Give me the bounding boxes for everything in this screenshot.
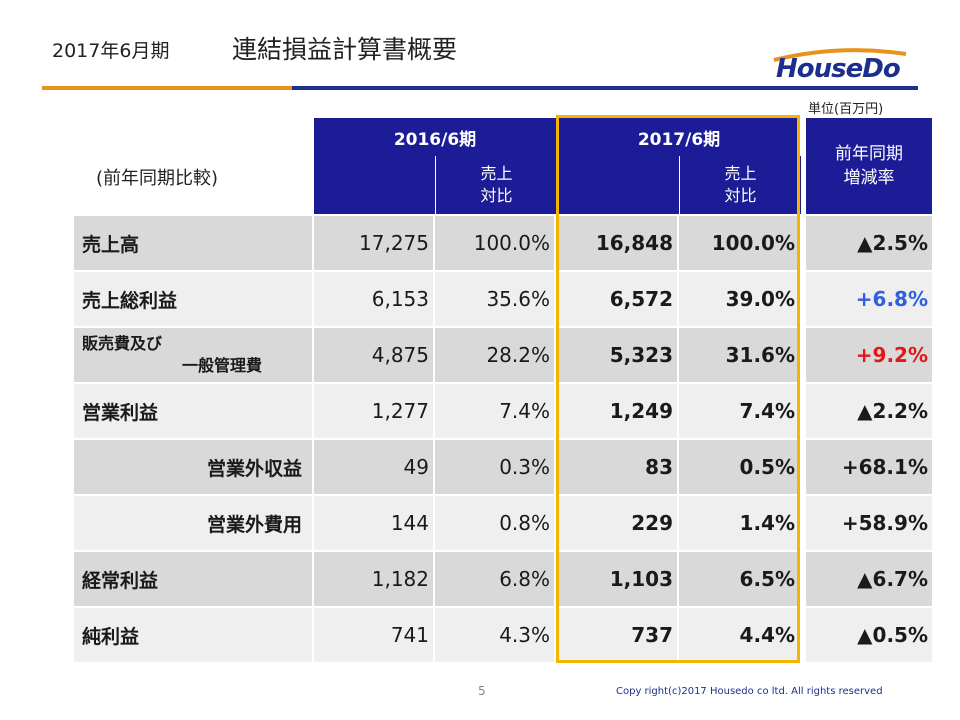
- row-label: 売上総利益: [74, 272, 312, 326]
- ratio-2016: 4.3%: [435, 608, 554, 662]
- ratio-2017: 6.5%: [679, 552, 799, 606]
- value-2016: 4,875: [314, 328, 433, 382]
- ratio-2017: 4.4%: [679, 608, 799, 662]
- row-label-line2: 一般管理費: [182, 356, 263, 375]
- ratio-2016: 35.6%: [435, 272, 554, 326]
- subheader-ratio-2016-line2: 対比: [480, 186, 513, 205]
- subheader-ratio-2017-line2: 対比: [724, 186, 757, 205]
- header-rule-blue: [292, 86, 918, 90]
- value-2016: 741: [314, 608, 433, 662]
- yoy-rate: +6.8%: [806, 272, 932, 326]
- ratio-2017: 7.4%: [679, 384, 799, 438]
- yoy-rate: ▲2.2%: [806, 384, 932, 438]
- ratio-2016: 6.8%: [435, 552, 554, 606]
- ratio-2016: 7.4%: [435, 384, 554, 438]
- ratio-2016: 0.8%: [435, 496, 554, 550]
- row-label: 売上高: [74, 216, 312, 270]
- col-header-fy2017: 2017/6期: [558, 118, 800, 156]
- subheader-ratio-2016-line1: 売上: [480, 164, 513, 183]
- value-2016: 144: [314, 496, 433, 550]
- logo-text: HouseDo: [776, 54, 901, 84]
- row-label: 純利益: [74, 608, 312, 662]
- row-label: 販売費及び 一般管理費: [74, 328, 312, 382]
- col-header-rate-line1: 前年同期: [835, 144, 903, 164]
- value-2016: 1,182: [314, 552, 433, 606]
- ratio-2017: 39.0%: [679, 272, 799, 326]
- col-header-rate-line2: 増減率: [843, 168, 895, 188]
- row-label: 営業外収益: [74, 440, 312, 494]
- value-2017: 16,848: [558, 216, 677, 270]
- ratio-2017: 31.6%: [679, 328, 799, 382]
- yoy-rate: ▲6.7%: [806, 552, 932, 606]
- col-header-fy2016: 2016/6期: [314, 118, 556, 156]
- table-row: 営業外費用 144 0.8% 229 1.4% +58.9%: [74, 496, 932, 552]
- value-2016: 6,153: [314, 272, 433, 326]
- subheader-ratio-2016: 売上 対比: [435, 156, 557, 214]
- yoy-rate: +68.1%: [806, 440, 932, 494]
- value-2017: 1,249: [558, 384, 677, 438]
- subheader-value-2017: [558, 156, 679, 214]
- yoy-rate: ▲2.5%: [806, 216, 932, 270]
- value-2016: 1,277: [314, 384, 433, 438]
- ratio-2016: 100.0%: [435, 216, 554, 270]
- subheader-ratio-2017: 売上 対比: [679, 156, 801, 214]
- table-row: 売上総利益 6,153 35.6% 6,572 39.0% +6.8%: [74, 272, 932, 328]
- yoy-rate: +9.2%: [806, 328, 932, 382]
- page-title: 連結損益計算書概要: [232, 35, 458, 64]
- subheader-value-2016: [314, 156, 435, 214]
- copyright-notice: Copy right(c)2017 Housedo co ltd. All ri…: [616, 686, 883, 697]
- ratio-2017: 0.5%: [679, 440, 799, 494]
- table-row: 売上高 17,275 100.0% 16,848 100.0% ▲2.5%: [74, 216, 932, 272]
- value-2017: 6,572: [558, 272, 677, 326]
- ratio-2017: 1.4%: [679, 496, 799, 550]
- unit-label: 単位(百万円): [808, 102, 884, 117]
- logo-swoosh-icon: [773, 48, 907, 62]
- table-row: 純利益 741 4.3% 737 4.4% ▲0.5%: [74, 608, 932, 664]
- table-row: 経常利益 1,182 6.8% 1,103 6.5% ▲6.7%: [74, 552, 932, 608]
- row-label: 営業外費用: [74, 496, 312, 550]
- housedo-logo: HouseDo: [770, 48, 910, 88]
- col-header-rate: 前年同期 増減率: [806, 118, 932, 214]
- yoy-rate: +58.9%: [806, 496, 932, 550]
- value-2017: 83: [558, 440, 677, 494]
- subheader-ratio-2017-line1: 売上: [724, 164, 757, 183]
- value-2017: 737: [558, 608, 677, 662]
- yoy-rate: ▲0.5%: [806, 608, 932, 662]
- period-label: 2017年6月期: [52, 40, 170, 62]
- value-2017: 1,103: [558, 552, 677, 606]
- header-rule-orange: [42, 86, 292, 90]
- value-2016: 49: [314, 440, 433, 494]
- row-label: 経常利益: [74, 552, 312, 606]
- ratio-2016: 0.3%: [435, 440, 554, 494]
- table-row: 営業利益 1,277 7.4% 1,249 7.4% ▲2.2%: [74, 384, 932, 440]
- comparison-caption: (前年同期比較): [96, 168, 219, 189]
- table-row: 販売費及び 一般管理費 4,875 28.2% 5,323 31.6% +9.2…: [74, 328, 932, 384]
- value-2017: 229: [558, 496, 677, 550]
- value-2016: 17,275: [314, 216, 433, 270]
- ratio-2017: 100.0%: [679, 216, 799, 270]
- row-label: 営業利益: [74, 384, 312, 438]
- ratio-2016: 28.2%: [435, 328, 554, 382]
- value-2017: 5,323: [558, 328, 677, 382]
- row-label-line1: 販売費及び: [82, 334, 163, 353]
- page-number: 5: [478, 684, 486, 698]
- table-row: 営業外収益 49 0.3% 83 0.5% +68.1%: [74, 440, 932, 496]
